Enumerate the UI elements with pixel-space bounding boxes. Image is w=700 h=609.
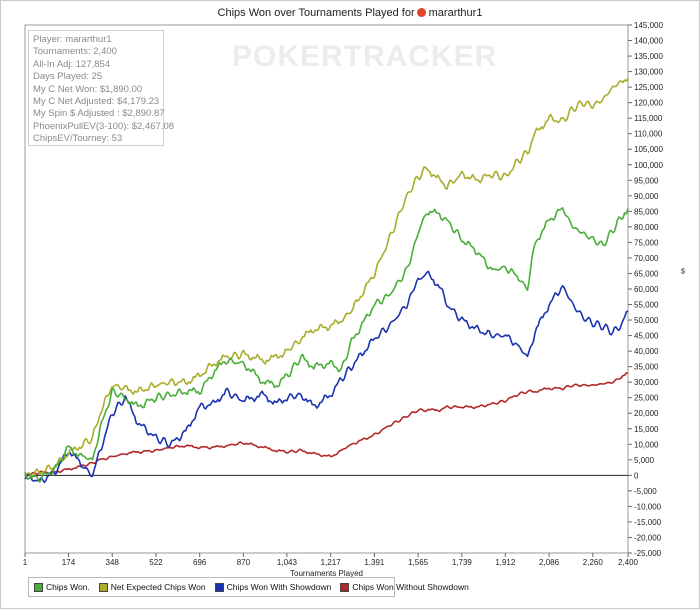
legend-swatch	[34, 582, 43, 592]
pokerstars-icon	[416, 8, 426, 17]
x-tick-label: 348	[106, 558, 120, 567]
series-line-chips-won-with-showdown	[24, 270, 629, 484]
y-tick-label: 5,000	[634, 456, 655, 465]
info-allin-adj: All-In Adj: 127,854	[33, 58, 111, 70]
x-tick-label: 1,043	[277, 558, 298, 567]
x-tick-label: 1,912	[495, 558, 516, 567]
y-tick-label: 40,000	[634, 347, 659, 356]
y-tick-label: -15,000	[634, 518, 662, 527]
legend-swatch	[98, 582, 108, 592]
y-tick-label: 45,000	[634, 332, 659, 341]
info-days-played: Days Played: 25	[33, 71, 103, 83]
y-tick-label: 35,000	[634, 363, 659, 372]
title-player: mararthur1	[428, 7, 483, 19]
y-tick-label: 100,000	[634, 161, 663, 170]
info-tournaments: Tournaments: 2,400	[33, 46, 117, 58]
y-tick-label: 55,000	[634, 301, 659, 310]
y-tick-label: 145,000	[634, 21, 663, 30]
y-tick-label: 80,000	[634, 223, 659, 232]
y-axis-label: $	[681, 268, 685, 275]
watermark-logo: POKERTRACKER	[232, 40, 498, 73]
y-tick-label: 20,000	[634, 409, 659, 418]
legend-swatch	[214, 582, 224, 592]
series-line-net-expected-chips-won	[24, 77, 629, 479]
y-tick-label: 95,000	[634, 176, 659, 185]
info-net-won: My C Net Won: $1,890.00	[33, 83, 143, 95]
x-tick-label: 1,565	[408, 558, 429, 567]
y-tick-label: 65,000	[634, 269, 659, 278]
y-tick-label: -20,000	[634, 533, 662, 542]
info-net-adjusted: My C Net Adjusted: $4,179.23	[33, 96, 160, 108]
y-tick-label: 85,000	[634, 207, 659, 216]
info-spin-adjusted: My Spin $ Adjusted : $2,890.87	[33, 108, 165, 120]
y-tick-label: 125,000	[634, 83, 663, 92]
legend-swatch	[340, 582, 350, 592]
y-tick-label: 110,000	[634, 130, 663, 139]
legend-label: Net Expected Chips Won	[110, 582, 206, 592]
x-tick-label: 870	[237, 558, 251, 567]
y-tick-label: 30,000	[634, 378, 659, 387]
y-tick-label: -10,000	[634, 502, 662, 511]
x-tick-label: 2,400	[618, 558, 639, 567]
x-tick-label: 522	[149, 558, 163, 567]
y-tick-label: 130,000	[634, 68, 663, 77]
x-tick-label: 1,217	[321, 558, 342, 567]
x-axis-label: Tournaments Played	[290, 569, 363, 578]
x-tick-label: 1,739	[452, 558, 473, 567]
legend-label: Chips Won.	[46, 582, 90, 592]
y-tick-label: 25,000	[634, 394, 659, 403]
y-tick-label: 115,000	[634, 114, 663, 123]
series-line-chips-won-without-showdown	[24, 372, 629, 477]
x-tick-label: 1	[23, 558, 28, 567]
info-chips-ev-per-tourney: ChipsEV/Tourney: 53	[33, 133, 123, 145]
chart-legend: Chips Won. Net Expected Chips Won Chips …	[28, 577, 469, 597]
legend-item-without-showdown[interactable]: Chips Won Without Showdown	[340, 582, 469, 592]
info-player: Player: mararthur1	[33, 34, 112, 45]
y-tick-label: 50,000	[634, 316, 659, 325]
y-tick-label: 70,000	[634, 254, 659, 263]
y-tick-label: 90,000	[634, 192, 659, 201]
series-line-chips-won	[24, 207, 629, 483]
legend-item-chips-won[interactable]: Chips Won.	[34, 582, 90, 592]
legend-item-with-showdown[interactable]: Chips Won With Showdown	[214, 582, 332, 592]
y-tick-label: 10,000	[634, 440, 659, 449]
x-tick-label: 696	[193, 558, 207, 567]
y-tick-label: 0	[634, 471, 639, 480]
y-tick-label: 15,000	[634, 425, 659, 434]
y-tick-label: 105,000	[634, 145, 663, 154]
y-tick-label: 135,000	[634, 52, 663, 61]
legend-label: Chips Won Without Showdown	[352, 582, 469, 592]
y-tick-label: -25,000	[634, 549, 662, 558]
legend-label: Chips Won With Showdown	[226, 582, 332, 592]
y-tick-label: -5,000	[634, 487, 657, 496]
y-tick-label: 75,000	[634, 238, 659, 247]
player-info-box: Player: mararthur1 Tournaments: 2,400 Al…	[28, 30, 175, 146]
chart-title: Chips Won over Tournaments Played for mar…	[217, 7, 483, 19]
x-tick-label: 2,260	[583, 558, 604, 567]
y-tick-label: 60,000	[634, 285, 659, 294]
legend-item-net-expected[interactable]: Net Expected Chips Won	[98, 582, 206, 592]
y-tick-label: 120,000	[634, 99, 663, 108]
x-tick-label: 2,086	[539, 558, 560, 567]
x-tick-label: 174	[62, 558, 76, 567]
x-tick-label: 1,391	[364, 558, 385, 567]
info-phoenix-pull-ev: PhoenixPullEV(3-100): $2,467.08	[33, 120, 175, 132]
y-tick-label: 140,000	[634, 37, 663, 46]
